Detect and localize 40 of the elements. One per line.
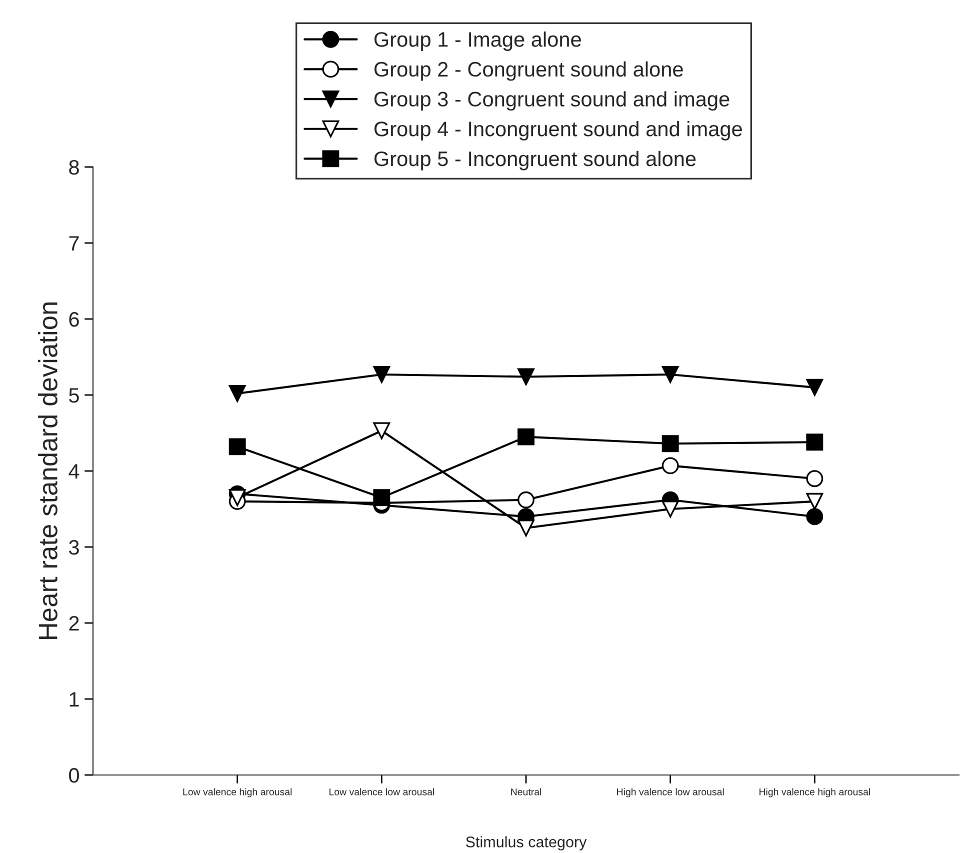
point bbox=[373, 489, 390, 506]
point bbox=[228, 489, 246, 506]
point bbox=[806, 508, 824, 526]
legend-label: Group 1 - Image alone bbox=[374, 32, 581, 51]
y-tick-label: 1 bbox=[70, 692, 79, 707]
point bbox=[806, 378, 824, 396]
point bbox=[228, 385, 246, 402]
point bbox=[806, 492, 824, 510]
x-axis-title: Stimulus category bbox=[466, 836, 587, 850]
y-tick-label: 5 bbox=[69, 388, 79, 403]
legend-label: Group 4 - Incongruent sound and image bbox=[374, 121, 742, 140]
point bbox=[662, 435, 679, 452]
x-tick-label: Low valence high arousal bbox=[183, 788, 292, 798]
y-tick-label: 8 bbox=[69, 160, 79, 175]
point bbox=[662, 366, 679, 383]
x-tick-label: Low valence low arousal bbox=[330, 788, 434, 796]
point bbox=[518, 520, 534, 536]
point bbox=[373, 366, 390, 383]
point bbox=[518, 428, 534, 446]
x-tick-label: High valence low arousal bbox=[617, 788, 724, 798]
y-tick-label: 6 bbox=[69, 312, 79, 327]
point bbox=[806, 434, 824, 451]
y-tick-label: 4 bbox=[68, 464, 80, 479]
point bbox=[662, 500, 679, 518]
y-tick-label: 7 bbox=[69, 236, 79, 251]
point bbox=[518, 368, 534, 386]
point bbox=[518, 491, 534, 508]
point bbox=[228, 438, 246, 456]
point bbox=[662, 457, 679, 474]
y-tick-label: 2 bbox=[69, 616, 79, 631]
x-tick-label: High valence high arousal bbox=[760, 788, 870, 798]
x-tick-label: Neutral bbox=[511, 788, 542, 796]
y-axis-title: Heart rate standard deviation bbox=[38, 302, 58, 639]
legend-label: Group 5 - Incongruent sound alone bbox=[374, 150, 696, 170]
y-tick-label: 3 bbox=[69, 540, 79, 555]
y-tick-label: 0 bbox=[69, 768, 79, 783]
point bbox=[373, 422, 390, 440]
legend-label: Group 3 - Congruent sound and image bbox=[374, 91, 730, 111]
legend-label: Group 2 - Congruent sound alone bbox=[374, 61, 683, 81]
point bbox=[806, 470, 824, 488]
